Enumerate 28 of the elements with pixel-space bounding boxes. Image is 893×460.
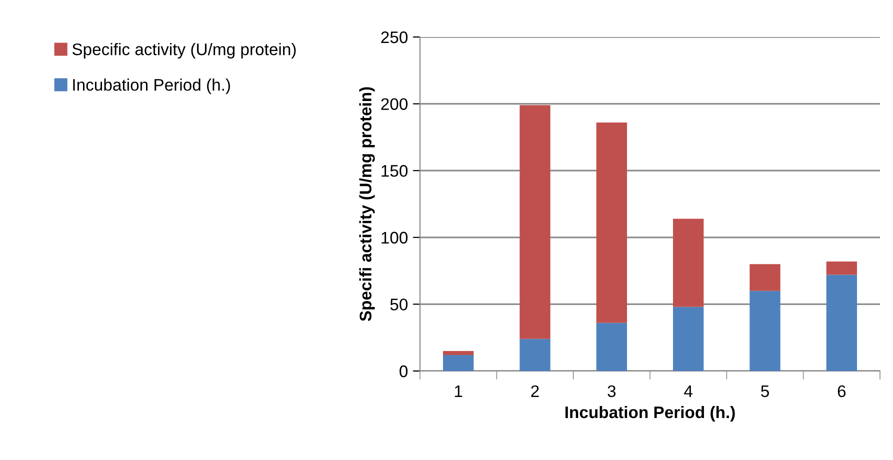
x-tick-label: 1 bbox=[454, 386, 462, 397]
y-tick-label: 150 bbox=[382, 165, 408, 177]
bar bbox=[673, 306, 704, 371]
bar bbox=[443, 350, 474, 355]
bar bbox=[520, 338, 550, 371]
y-tick-label: 100 bbox=[382, 232, 408, 244]
x-tick-label: 6 bbox=[838, 385, 846, 398]
bar bbox=[596, 322, 627, 371]
x-tick-label: 5 bbox=[761, 386, 769, 398]
bar bbox=[443, 354, 474, 371]
bar bbox=[750, 290, 780, 371]
bar bbox=[750, 264, 780, 291]
legend-label: Incubation Period (h.) bbox=[73, 78, 230, 94]
legend-label: Specific activity (U/mg protein) bbox=[72, 43, 296, 59]
y-axis-title: Specifi activity (U/mg protein) bbox=[359, 87, 375, 322]
x-tick-label: 3 bbox=[608, 385, 616, 398]
y-tick-label: 200 bbox=[381, 98, 408, 110]
bar bbox=[826, 274, 857, 371]
bar bbox=[673, 218, 704, 307]
y-tick-label: 0 bbox=[400, 365, 408, 378]
y-tick-label: 250 bbox=[381, 31, 408, 44]
x-axis-title: Incubation Period (h.) bbox=[565, 406, 735, 422]
y-tick-label: 50 bbox=[390, 298, 408, 310]
bar bbox=[826, 261, 857, 275]
bar bbox=[596, 122, 627, 323]
x-tick-label: 2 bbox=[531, 385, 539, 397]
bar bbox=[520, 105, 550, 339]
x-tick-label: 4 bbox=[684, 386, 692, 397]
